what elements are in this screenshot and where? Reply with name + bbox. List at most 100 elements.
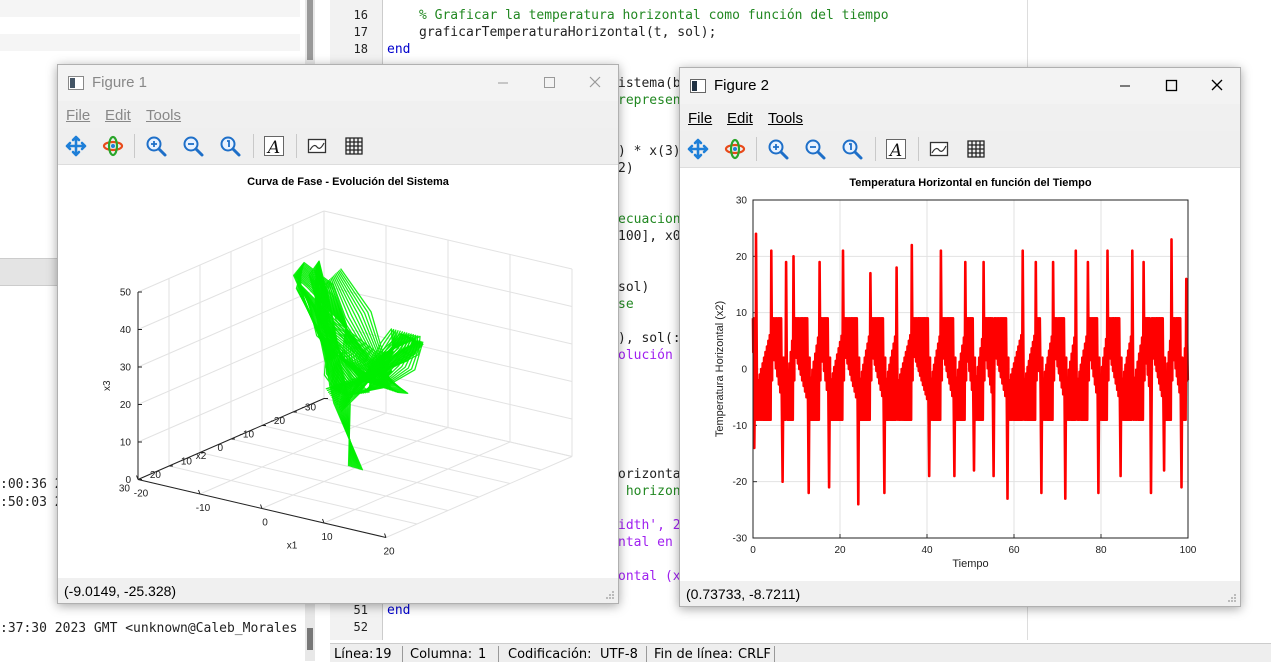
axes-icon[interactable]: [927, 137, 951, 161]
y-axis-label: x2: [196, 451, 207, 462]
phase-curve-chart[interactable]: Curva de Fase - Evolución del Sistema -20…: [58, 165, 618, 578]
code-keyword: end: [387, 42, 411, 57]
menu-tools[interactable]: Tools: [768, 110, 804, 127]
resize-grip-icon[interactable]: [1227, 593, 1237, 603]
code-fragment: olución: [618, 348, 681, 363]
axes-icon[interactable]: [305, 134, 329, 158]
list-item: [0, 17, 300, 34]
line-number: 18: [353, 42, 368, 56]
pan-icon[interactable]: [686, 137, 710, 161]
plot-frame: [752, 199, 1189, 539]
menu-file[interactable]: File: [66, 107, 91, 124]
chart-title: Temperatura Horizontal en función del Ti…: [849, 177, 1092, 189]
minimize-button[interactable]: [480, 65, 526, 99]
text-icon[interactable]: A: [884, 137, 908, 161]
y-tick-label: -20: [271, 416, 286, 427]
maximize-button[interactable]: [526, 65, 572, 99]
resize-grip-icon[interactable]: [605, 590, 615, 600]
code-keyword: end: [387, 603, 411, 618]
z-axis-label: x3: [102, 380, 113, 391]
menu-edit[interactable]: Edit: [727, 110, 753, 127]
grid-line: [168, 465, 418, 525]
coordinates-bar: (-9.0149, -25.328): [58, 579, 618, 603]
log-line: :37:30 2023 GMT <unknown@Caleb_Morales: [0, 621, 298, 636]
menu-file[interactable]: File: [688, 110, 713, 127]
code-comment: % Graficar la temperatura horizontal com…: [419, 8, 889, 23]
log-line: :50:03 2: [0, 495, 63, 510]
figure-window-icon: [68, 76, 84, 90]
zoom-in-icon[interactable]: [766, 137, 790, 161]
pan-icon[interactable]: [64, 134, 88, 158]
code-fragment: ecuacion: [618, 212, 681, 227]
menu-tools[interactable]: Tools: [146, 107, 182, 124]
status-enc-label: Codificación:: [508, 647, 592, 662]
toolbar-separator: [134, 134, 135, 158]
list-item: [0, 0, 300, 17]
zoom-in-icon[interactable]: [144, 134, 168, 158]
maximize-button[interactable]: [1148, 68, 1194, 102]
z-tick-label: 10: [120, 438, 132, 449]
zoom-out-icon[interactable]: [181, 134, 205, 158]
pointer-coordinates: (-9.0149, -25.328): [64, 583, 177, 599]
toolbar-separator: [918, 137, 919, 161]
status-col-value: 1: [478, 647, 487, 662]
zoom-out-icon[interactable]: [803, 137, 827, 161]
figure-toolbar: A: [58, 128, 618, 165]
code-fragment: ), sol(:: [618, 331, 681, 346]
y-axis-label: Temperatura Horizontal (x2): [714, 301, 726, 437]
code-fragment: 100], x0: [618, 229, 681, 244]
menu-bar: File Edit Tools: [680, 108, 1240, 130]
y-tick-label: -10: [733, 421, 748, 432]
title-bar[interactable]: Figure 1: [58, 65, 618, 101]
menu-edit[interactable]: Edit: [105, 107, 131, 124]
status-bar: Línea: 19 Columna: 1 Codificación: UTF-8…: [330, 643, 1271, 662]
figure-2-window: Figure 2 File Edit Tools A Temperatura H…: [679, 67, 1241, 607]
toolbar-separator: [756, 137, 757, 161]
y-tick-label: 10: [736, 308, 748, 319]
rotate-icon[interactable]: [723, 137, 747, 161]
code-fragment: horizon: [618, 484, 681, 499]
x-tick: [384, 533, 387, 538]
title-bar[interactable]: Figure 2: [680, 68, 1240, 104]
coordinates-bar: (0.73733, -8.7211): [680, 582, 1240, 606]
zoom-reset-icon[interactable]: [840, 137, 864, 161]
line-number: 52: [353, 620, 368, 634]
plot-area[interactable]: Temperatura Horizontal en función del Ti…: [680, 168, 1240, 581]
zoom-reset-icon[interactable]: [218, 134, 242, 158]
status-line-label: Línea:: [334, 647, 374, 662]
svg-text:A: A: [266, 138, 280, 158]
x-tick-label: 0: [750, 545, 756, 556]
x-tick: [136, 475, 139, 480]
grid-icon[interactable]: [964, 137, 988, 161]
z-tick-label: 30: [120, 363, 132, 374]
code-fragment: sol): [618, 280, 650, 295]
grid-icon[interactable]: [342, 134, 366, 158]
code-fragment: idth', 2: [618, 518, 681, 533]
toolbar-separator: [296, 134, 297, 158]
pointer-coordinates: (0.73733, -8.7211): [686, 586, 801, 602]
minimize-button[interactable]: [1102, 68, 1148, 102]
code-fragment: istema(b: [618, 76, 681, 91]
z-tick-label: 20: [120, 400, 132, 411]
y-tick-label: -30: [302, 403, 317, 414]
y-tick-label: 20: [736, 252, 748, 263]
plot-area[interactable]: Curva de Fase - Evolución del Sistema -20…: [58, 165, 618, 578]
x-tick-label: 0: [262, 518, 268, 529]
temperature-time-chart[interactable]: Temperatura Horizontal en función del Ti…: [680, 168, 1240, 581]
x-tick-label: 60: [1008, 545, 1020, 556]
close-button[interactable]: [572, 65, 618, 99]
y-tick-label: -10: [240, 430, 255, 441]
series-line: [292, 260, 424, 471]
x-tick: [322, 518, 325, 524]
x-tick-label: 10: [321, 532, 333, 543]
text-icon[interactable]: A: [262, 134, 286, 158]
x-tick-label: 40: [921, 545, 933, 556]
log-line: :00:36 2: [0, 477, 63, 492]
toolbar-separator: [253, 134, 254, 158]
svg-text:A: A: [888, 141, 902, 161]
y-tick-label: 0: [217, 443, 223, 454]
y-tick-label: 30: [119, 484, 131, 495]
rotate-icon[interactable]: [101, 134, 125, 158]
y-tick-label: 0: [741, 365, 747, 376]
close-button[interactable]: [1194, 68, 1240, 102]
